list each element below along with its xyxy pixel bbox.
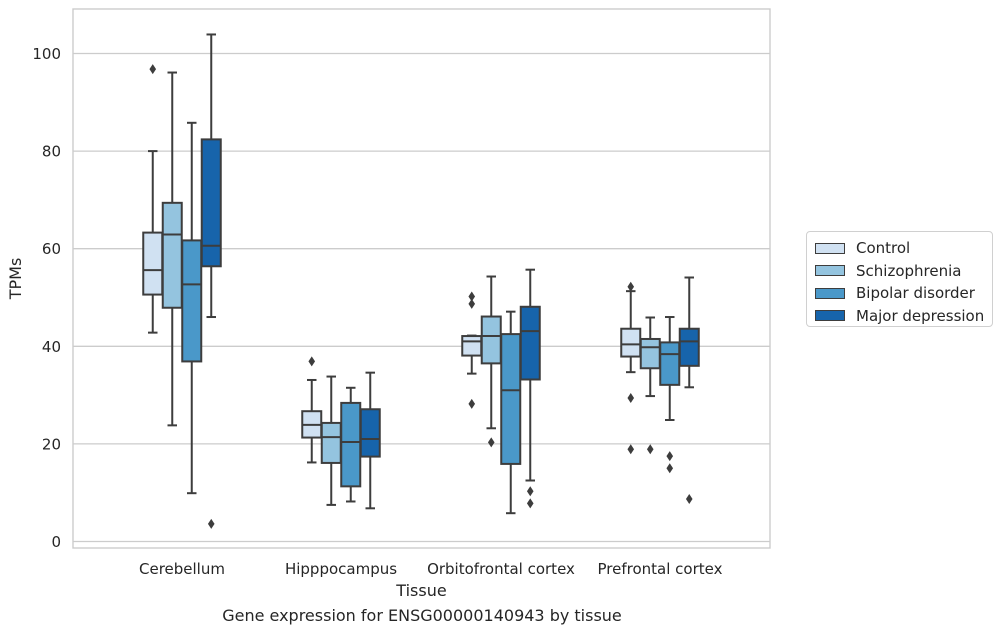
outlier-point — [685, 494, 693, 505]
outlier-point — [308, 356, 316, 367]
y-tick-label: 40 — [42, 338, 61, 356]
legend-label: Bipolar disorder — [856, 284, 975, 303]
box — [500, 333, 522, 465]
y-tick-label: 0 — [51, 533, 61, 551]
outlier-point — [468, 298, 476, 309]
legend-swatch — [815, 265, 845, 277]
box — [320, 421, 342, 464]
box — [200, 138, 222, 268]
series-major-depression — [200, 33, 700, 529]
outlier-point — [666, 451, 674, 462]
legend: Control Schizophrenia Bipolar disorder Majo… — [806, 231, 993, 327]
outlier-point — [526, 486, 534, 497]
outlier-point — [627, 281, 635, 292]
legend-swatch — [815, 310, 845, 322]
y-tick-label: 20 — [42, 435, 61, 453]
x-tick-label: Prefrontal cortex — [598, 560, 723, 578]
y-axis-label: TPMs — [6, 258, 25, 301]
box — [639, 337, 661, 370]
legend-item: Schizophrenia — [815, 260, 984, 283]
box — [340, 401, 362, 488]
box — [480, 315, 502, 365]
legend-swatch — [815, 287, 845, 299]
chart-caption: Gene expression for ENSG00000140943 by t… — [222, 606, 622, 625]
outlier-point — [627, 444, 635, 455]
y-tick-labels: 0 20 40 60 80 100 — [32, 45, 61, 551]
box — [142, 231, 164, 296]
outlier-point — [666, 463, 674, 474]
series-bipolar-disorder — [181, 121, 681, 515]
x-axis-label: Tissue — [395, 581, 446, 600]
outlier-point — [646, 444, 654, 455]
plot-frame — [72, 8, 771, 549]
outlier-point — [487, 437, 495, 448]
y-tick-label: 60 — [42, 240, 61, 258]
box — [181, 239, 203, 363]
x-tick-label: Cerebellum — [139, 560, 225, 578]
legend-item: Major depression — [815, 305, 984, 328]
box-series-group — [142, 33, 700, 529]
outlier-point — [526, 498, 534, 509]
outlier-point — [149, 64, 157, 75]
legend-swatch — [815, 242, 845, 254]
box — [359, 408, 381, 458]
legend-item: Control — [815, 237, 984, 260]
legend-label: Schizophrenia — [856, 261, 962, 280]
outlier-point — [468, 291, 476, 302]
x-tick-label: Orbitofrontal cortex — [427, 560, 575, 578]
box — [659, 341, 681, 386]
legend-label: Major depression — [856, 306, 985, 325]
box — [678, 327, 700, 367]
x-tick-label: Hipppocampus — [285, 560, 397, 578]
box — [519, 305, 541, 381]
legend-label: Control — [856, 239, 911, 258]
x-tick-labels: Cerebellum Hipppocampus Orbitofrontal cort… — [139, 560, 723, 578]
outlier-point — [627, 393, 635, 404]
y-tick-label: 100 — [32, 45, 61, 63]
y-tick-label: 80 — [42, 143, 61, 161]
series-schizophrenia — [161, 71, 661, 506]
legend-item: Bipolar disorder — [815, 282, 984, 305]
box — [620, 327, 642, 358]
outlier-point — [468, 398, 476, 409]
box — [461, 335, 483, 357]
series-control — [142, 64, 642, 464]
outlier-point — [207, 518, 215, 529]
box — [161, 201, 183, 309]
